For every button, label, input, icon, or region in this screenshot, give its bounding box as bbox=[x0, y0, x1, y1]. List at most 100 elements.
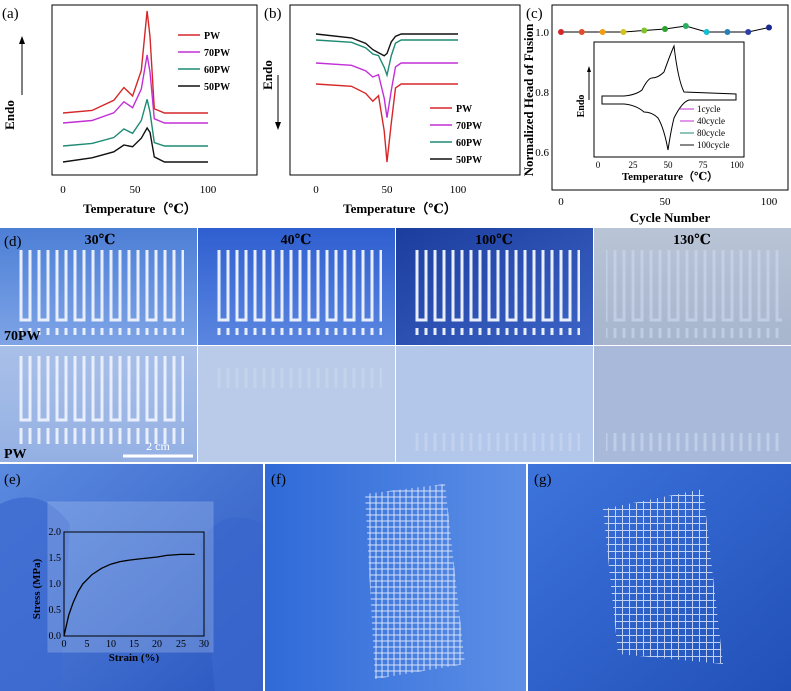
panel-c-inset-xlabel: Temperature（℃） bbox=[622, 170, 718, 183]
panel-d-temp-130: 130℃ bbox=[673, 233, 711, 248]
panel-b-series-70pw bbox=[315, 62, 458, 118]
panel-c-inset-legend-1: 1cycle bbox=[697, 104, 720, 114]
panel-c-point-20 bbox=[599, 29, 606, 35]
panel-c-points bbox=[558, 23, 772, 35]
panel-c-xtick-50: 50 bbox=[660, 196, 672, 208]
panel-a-endo-arrowhead bbox=[19, 36, 25, 44]
panel-e-xtick-30: 30 bbox=[199, 639, 209, 650]
panel-f-photo: (f) bbox=[265, 464, 526, 691]
panel-c-frame bbox=[551, 4, 789, 191]
photo-pw-40c-pattern bbox=[212, 368, 382, 388]
panel-e-xtick-25: 25 bbox=[176, 639, 186, 650]
panel-d-temp-30: 30℃ bbox=[85, 233, 116, 248]
panel-a-xtick-50: 50 bbox=[130, 184, 142, 196]
panel-g-mesh bbox=[603, 489, 723, 664]
panel-d-label: (d) bbox=[4, 234, 22, 250]
panel-a-xtick-0: 0 bbox=[60, 184, 66, 196]
photo-pw-30c-pattern bbox=[14, 356, 184, 444]
panel-e-glove-left bbox=[0, 497, 70, 691]
panel-c-inset-frame bbox=[593, 41, 745, 158]
panel-b-series-60pw bbox=[315, 39, 458, 78]
panel-b-label: (b) bbox=[264, 6, 282, 22]
panel-e-ytick-0: 0.0 bbox=[49, 631, 62, 642]
panel-e-ytick-10: 1.0 bbox=[49, 579, 62, 590]
panel-e-film bbox=[47, 501, 214, 653]
panel-d-temp-40: 40℃ bbox=[281, 233, 312, 248]
panel-a-legend-50pw: 50PW bbox=[204, 82, 230, 93]
panel-c-ylabel: Normalized Head of Fusion bbox=[524, 23, 536, 177]
panel-b-chart: (b) Endo 0 50 100 Temperature（℃） PW 70PW… bbox=[262, 4, 521, 216]
panel-c-inset-xtick-50: 50 bbox=[664, 160, 674, 170]
panel-b-legend: PW 70PW 60PW 50PW bbox=[430, 104, 482, 166]
photo-70pw-130c-pattern bbox=[606, 250, 782, 338]
panel-c-point-90 bbox=[745, 29, 752, 35]
panel-c-xlabel: Cycle Number bbox=[630, 210, 711, 225]
panel-d-scale-label: 2 cm bbox=[146, 439, 170, 453]
panel-b-xtick-0: 0 bbox=[313, 184, 319, 196]
photo-pw-40c bbox=[198, 346, 395, 462]
panel-e-xtick-20: 20 bbox=[152, 639, 162, 650]
panel-c-point-10 bbox=[578, 29, 585, 35]
panel-c-ytick-06: 0.6 bbox=[535, 147, 549, 159]
panel-c-inset-arrowhead bbox=[587, 66, 591, 72]
panel-c-inset-legend: 1cycle 40cycle 80cycle 100cycle bbox=[680, 104, 729, 150]
panel-a-series-group bbox=[62, 10, 208, 163]
panel-d-temp-100: 100℃ bbox=[475, 233, 513, 248]
panel-b-frame bbox=[289, 4, 521, 176]
panel-b-xtick-100: 100 bbox=[450, 184, 467, 196]
panel-e-ytick-15: 1.5 bbox=[49, 553, 62, 564]
photo-70pw-40c-pattern bbox=[212, 250, 382, 335]
panel-c-point-100 bbox=[766, 24, 772, 31]
panel-a-chart: (a) Endo 0 50 100 Temperature（℃） PW 70PW… bbox=[2, 4, 258, 216]
panel-c-ytick-08: 0.8 bbox=[535, 87, 549, 99]
panel-e-ytick-20: 2.0 bbox=[49, 527, 62, 538]
panel-e-label: (e) bbox=[4, 472, 21, 488]
panel-e-xlabel: Strain (%) bbox=[109, 652, 160, 664]
panel-b-legend-pw: PW bbox=[456, 104, 472, 115]
panel-c-ytick-10: 1.0 bbox=[535, 27, 549, 39]
panel-b-endo-arrowhead bbox=[275, 122, 281, 130]
panel-b-legend-50pw: 50PW bbox=[456, 155, 482, 166]
panel-a-legend-60pw: 60PW bbox=[204, 65, 230, 76]
panel-c-inset-dsc-loop bbox=[601, 44, 737, 151]
photo-70pw-30c-pattern bbox=[14, 250, 184, 335]
panel-b-legend-70pw: 70PW bbox=[456, 121, 482, 132]
panel-b-series-50pw bbox=[315, 33, 458, 57]
panel-c-point-50 bbox=[662, 26, 668, 32]
panel-e-xticks: 0 5 10 15 20 25 30 bbox=[62, 639, 210, 650]
panel-c-point-40 bbox=[641, 27, 648, 34]
panel-e-xtick-10: 10 bbox=[106, 639, 116, 650]
panel-c-point-30 bbox=[620, 29, 627, 35]
panel-c-point-80 bbox=[724, 29, 731, 35]
panel-b-series-pw bbox=[315, 83, 458, 163]
panel-c-point-70 bbox=[703, 29, 710, 35]
panel-c-inset-xtick-75: 75 bbox=[699, 160, 709, 170]
panel-a-xticks: 0 50 100 bbox=[60, 184, 217, 196]
panel-d-photos: (d) 30℃ 40℃ 100℃ 130℃ 70PW PW 2 cm bbox=[0, 228, 791, 462]
photo-70pw-100c-pattern bbox=[410, 250, 580, 335]
panel-d-row-pw: PW bbox=[4, 447, 27, 462]
panel-c-inset-xticks: 0 25 50 75 100 bbox=[596, 160, 745, 170]
panel-f-mesh bbox=[365, 484, 465, 679]
panel-b-xlabel: Temperature（℃） bbox=[343, 201, 457, 216]
panel-e-xtick-0: 0 bbox=[62, 639, 67, 650]
panel-f-label: (f) bbox=[271, 472, 286, 488]
panel-g-photo: (g) bbox=[528, 464, 791, 691]
photo-pw-130c-pattern bbox=[606, 433, 782, 451]
panel-a-legend-pw: PW bbox=[204, 31, 220, 42]
panel-e-glove-right bbox=[200, 517, 263, 691]
panel-b-ylabel: Endo bbox=[262, 60, 275, 90]
panel-e-stress-strain-curve bbox=[63, 553, 195, 637]
panel-a-series-50pw bbox=[62, 126, 208, 163]
panel-b-xtick-50: 50 bbox=[382, 184, 394, 196]
panel-a-legend: PW 70PW 60PW 50PW bbox=[178, 31, 230, 93]
panel-c-yticks: 0.6 0.8 1.0 bbox=[535, 27, 549, 159]
panel-e-xtick-5: 5 bbox=[85, 639, 90, 650]
panel-c-inset-legend-80: 80cycle bbox=[697, 128, 725, 138]
panel-c-inset-xtick-25: 25 bbox=[629, 160, 639, 170]
panel-c-inset-ylabel: Endo bbox=[576, 95, 587, 118]
panel-c-point-60 bbox=[682, 23, 689, 29]
panel-c-label: (c) bbox=[526, 6, 543, 22]
panel-e-photo: (e) Stress (MPa) 0.0 0.5 1.0 1.5 2.0 0 5… bbox=[0, 464, 263, 691]
panel-a-legend-70pw: 70PW bbox=[204, 48, 230, 59]
